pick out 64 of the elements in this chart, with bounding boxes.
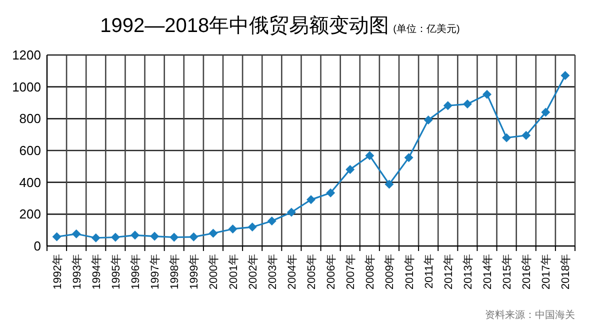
chart-subtitle: (单位：亿美元): [393, 23, 460, 35]
point: [189, 232, 198, 242]
point: [150, 232, 160, 241]
y-tick-label: 800: [19, 111, 41, 126]
point: [208, 228, 218, 238]
point: [286, 208, 296, 217]
point: [306, 195, 316, 204]
x-tick-label: 2003年: [266, 254, 279, 290]
x-tick-label: 2013年: [462, 254, 474, 290]
x-tick-label: 2005年: [306, 254, 318, 290]
point: [346, 164, 355, 174]
point: [365, 151, 374, 160]
y-tick-label: 1000: [12, 79, 41, 94]
point: [170, 232, 179, 242]
x-tick-label: 1998年: [169, 254, 182, 290]
point: [110, 232, 120, 242]
x-tick-label: 2004年: [286, 254, 298, 290]
chart-title: 1992—2018年中俄贸易额变动图: [100, 15, 390, 37]
x-tick-label: 2011年: [423, 254, 436, 289]
point: [91, 233, 100, 242]
y-tick-label: 400: [19, 174, 41, 190]
point: [522, 130, 531, 140]
point: [462, 100, 472, 109]
point: [404, 153, 414, 162]
x-tick-label: 2014年: [482, 254, 494, 290]
point: [130, 230, 140, 240]
x-tick-label: 2012年: [442, 254, 455, 290]
point: [443, 101, 452, 110]
point: [72, 229, 81, 238]
text: 资料来源：中国海关: [485, 309, 575, 321]
point: [267, 216, 276, 226]
x-tick-label: 1994年: [90, 254, 103, 290]
x-tick-label: 2016年: [521, 254, 534, 290]
x-tick-label: 1993年: [71, 254, 84, 290]
point: [326, 188, 336, 198]
point: [424, 115, 433, 124]
point: [502, 133, 512, 142]
point: [560, 71, 570, 80]
y-tick-label: 0: [34, 238, 41, 254]
point: [482, 90, 492, 99]
x-tick-label: 1996年: [130, 254, 142, 290]
x-tick-label: 2010年: [404, 254, 416, 290]
point: [52, 232, 62, 242]
x-tick-label: 2018年: [560, 254, 572, 290]
point: [541, 108, 550, 117]
x-tick-label: 1995年: [110, 254, 122, 290]
x-tick-label: 1997年: [150, 254, 162, 290]
point: [228, 224, 238, 234]
y-tick-label: 200: [19, 206, 41, 222]
y-tick-label: 600: [19, 143, 41, 158]
point: [248, 222, 257, 232]
x-tick-label: 2015年: [502, 254, 514, 290]
point: [384, 180, 394, 189]
x-tick-label: 2001年: [228, 254, 240, 290]
x-tick-label: 1992年: [52, 254, 64, 290]
y-tick-label: 1200: [12, 48, 41, 63]
x-tick-label: 2000年: [208, 254, 220, 290]
x-tick-label: 2008年: [364, 254, 377, 290]
x-tick-label: 2007年: [345, 254, 358, 290]
x-tick-label: 1999年: [188, 254, 201, 290]
x-tick-label: 2009年: [384, 254, 396, 290]
x-tick-label: 2006年: [326, 254, 338, 290]
x-tick-label: 2017年: [540, 254, 553, 290]
x-tick-label: 2002年: [247, 254, 260, 290]
